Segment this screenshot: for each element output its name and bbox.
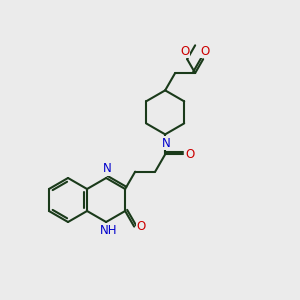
Text: O: O bbox=[200, 45, 210, 58]
Text: N: N bbox=[103, 163, 112, 176]
Text: O: O bbox=[185, 148, 195, 161]
Text: N: N bbox=[162, 137, 170, 150]
Text: O: O bbox=[136, 220, 146, 233]
Text: NH: NH bbox=[100, 224, 118, 238]
Text: O: O bbox=[181, 45, 190, 58]
